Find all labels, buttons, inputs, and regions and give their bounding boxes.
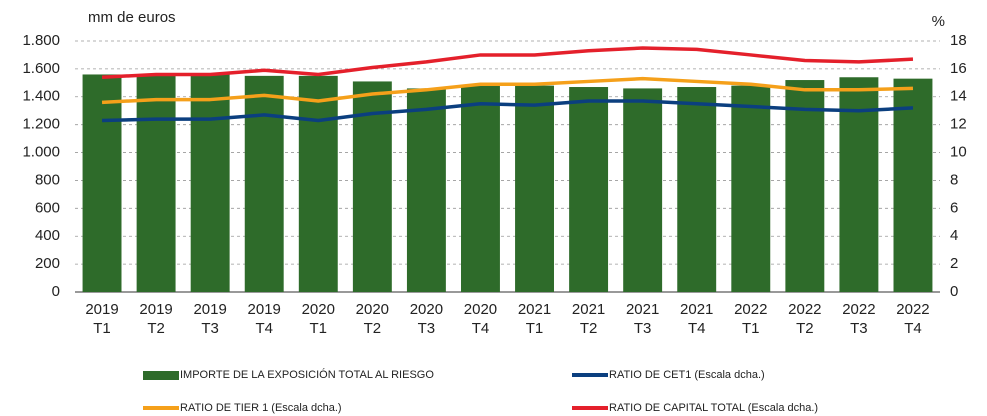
y-tick-label: 400	[35, 227, 60, 244]
y-tick-label: 600	[35, 199, 60, 216]
line	[101, 76, 914, 105]
legend-swatch	[143, 406, 179, 410]
y2-axis-label: %	[932, 13, 945, 30]
x-tick-label: 2021 T4	[680, 301, 714, 337]
bar	[515, 85, 554, 292]
x-tick-label: 2020 T4	[463, 301, 498, 337]
y-tick-label: 200	[35, 255, 60, 272]
y2-tick-label: 8	[950, 171, 958, 188]
bar	[406, 88, 446, 293]
legend-swatch	[143, 370, 179, 380]
bar	[82, 74, 122, 292]
x-tick-label: 2020 T1	[301, 301, 335, 337]
x-tick-label: 2021 T1	[517, 301, 552, 337]
legend-item: RATIO DE CAPITAL TOTAL (Escala dcha.)	[572, 401, 818, 415]
bar	[839, 77, 879, 292]
y2-tick-label: 18	[950, 32, 967, 49]
x-tick-label: 2019 T3	[193, 301, 227, 337]
legend-swatch	[572, 373, 608, 377]
bar	[893, 78, 933, 293]
legend-label: RATIO DE TIER 1 (Escala dcha.)	[180, 402, 342, 414]
x-tick-label: 2021 T2	[571, 301, 606, 337]
y2-tick-label: 6	[950, 199, 958, 216]
y-tick-label: 0	[52, 283, 60, 300]
bar	[569, 87, 609, 293]
legend-label: RATIO DE CET1 (Escala dcha.)	[609, 369, 765, 381]
x-tick-label: 2020 T2	[355, 301, 390, 337]
y-tick-label: 1.000	[22, 144, 60, 161]
y2-tick-label: 0	[950, 283, 958, 300]
bar	[244, 75, 284, 292]
bar	[136, 75, 176, 292]
legend-label: IMPORTE DE LA EXPOSICIÓN TOTAL AL RIESGO	[180, 369, 434, 381]
y2-tick-label: 12	[950, 116, 967, 133]
bar	[461, 85, 500, 292]
bar	[677, 87, 717, 293]
x-tick-label: 2019 T2	[139, 301, 173, 337]
x-tick-label: 2022 T1	[734, 301, 768, 337]
y-tick-label: 1.400	[22, 88, 60, 105]
x-tick-label: 2020 T3	[409, 301, 444, 337]
y2-tick-label: 4	[950, 227, 958, 244]
bar	[298, 75, 338, 292]
bar	[190, 74, 230, 292]
x-tick-label: 2019 T4	[247, 301, 281, 337]
x-tick-label: 2022 T3	[842, 301, 876, 337]
x-tick-label: 2019 T1	[85, 301, 119, 337]
legend-item: RATIO DE CET1 (Escala dcha.)	[572, 368, 765, 382]
y2-tick-label: 16	[950, 60, 967, 77]
y2-tick-label: 10	[950, 144, 967, 161]
y-tick-label: 1.200	[22, 116, 60, 133]
x-tick-label: 2022 T2	[788, 301, 822, 337]
bar	[785, 80, 825, 293]
legend-label: RATIO DE CAPITAL TOTAL (Escala dcha.)	[609, 402, 819, 414]
y2-tick-label: 14	[950, 88, 967, 105]
legend-item: RATIO DE TIER 1 (Escala dcha.)	[143, 401, 342, 415]
x-tick-label: 2022 T4	[896, 301, 930, 337]
bar	[731, 85, 771, 292]
legend-swatch	[572, 406, 608, 410]
x-tick-label: 2021 T3	[625, 301, 660, 337]
y-tick-label: 1.800	[22, 32, 60, 49]
y-axis-label: mm de euros	[88, 9, 176, 26]
legend-item: IMPORTE DE LA EXPOSICIÓN TOTAL AL RIESGO	[143, 368, 434, 382]
line	[101, 46, 914, 80]
y-tick-label: 1.600	[22, 60, 60, 77]
line	[101, 99, 914, 123]
y-tick-label: 800	[35, 171, 60, 188]
bar	[623, 88, 663, 293]
y2-tick-label: 2	[950, 255, 958, 272]
